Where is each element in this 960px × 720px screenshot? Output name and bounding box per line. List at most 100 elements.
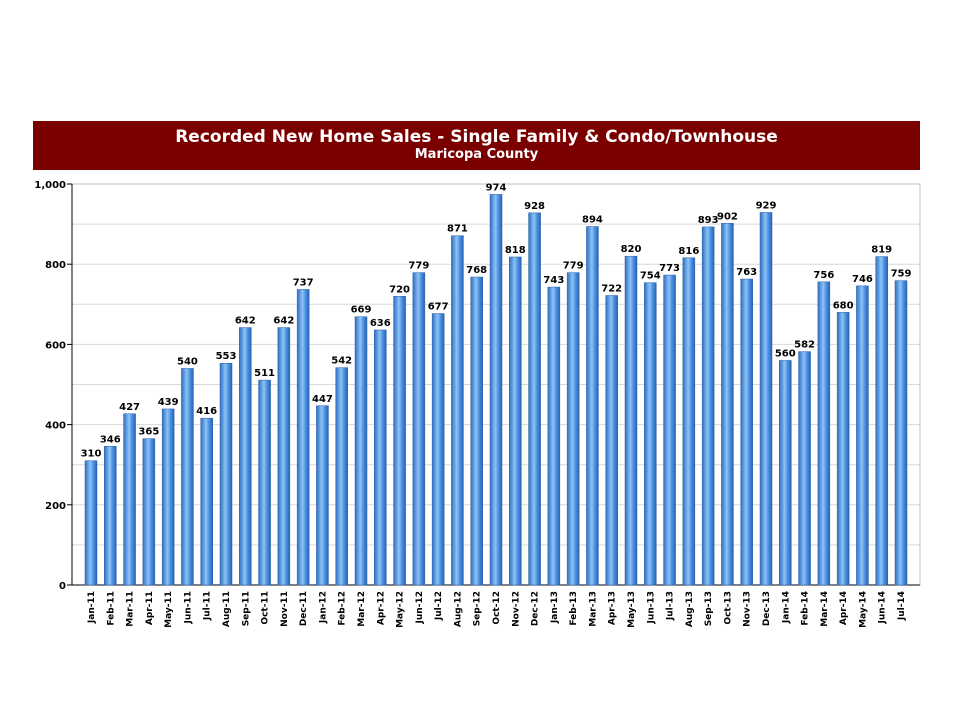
x-tick-label: Mar-13 <box>588 591 598 627</box>
x-tick-label: May-12 <box>396 591 406 628</box>
bar <box>701 226 715 586</box>
bar-value-label: 427 <box>119 402 140 413</box>
bar <box>721 223 734 586</box>
bar <box>181 368 194 586</box>
x-tick-label: Aug-12 <box>453 591 463 627</box>
bar-value-label: 560 <box>775 348 796 359</box>
bar-value-label: 894 <box>582 215 603 226</box>
chart-subtitle: Maricopa County <box>414 147 539 162</box>
bar <box>875 256 888 586</box>
data-labels: 310 346 427 365 439 540 416 553 642 511 642 737 447 5… <box>81 182 912 459</box>
bar <box>161 408 175 586</box>
x-tick-label: Apr-12 <box>376 591 386 625</box>
bar-value-label: 669 <box>351 305 372 316</box>
bar-value-label: 820 <box>621 244 642 255</box>
bar <box>856 285 869 586</box>
bar-value-label: 768 <box>466 265 487 276</box>
bar <box>740 278 753 586</box>
bar <box>759 212 773 586</box>
bar-value-label: 816 <box>678 246 699 257</box>
bar <box>451 235 464 586</box>
bar-value-label: 365 <box>138 427 159 438</box>
x-tick-label: Jan-13 <box>550 591 560 624</box>
x-tick-label: Apr-14 <box>839 591 849 625</box>
x-tick-label: Apr-11 <box>145 591 155 625</box>
bar <box>84 460 98 586</box>
bar-value-label: 439 <box>158 397 179 408</box>
x-tick-label: Sep-11 <box>241 591 251 626</box>
bar-value-label: 763 <box>736 267 757 278</box>
bar <box>296 289 310 586</box>
x-tick-label: Mar-11 <box>126 591 136 627</box>
x-tick-label: Dec-13 <box>762 591 772 626</box>
bar <box>663 274 676 586</box>
bar <box>470 276 483 586</box>
bar <box>798 351 811 586</box>
x-tick-label: Jul-13 <box>666 591 676 621</box>
bar <box>509 256 522 586</box>
x-tick-label: Apr-13 <box>608 591 618 625</box>
bar <box>354 316 368 586</box>
x-tick-label: Jul-11 <box>203 591 213 621</box>
x-tick-label: Sep-13 <box>704 591 714 626</box>
x-tick-label: Feb-12 <box>338 591 348 626</box>
y-tick-labels: 0 200 400 600 800 1,000 <box>34 180 66 592</box>
bars <box>84 194 908 586</box>
y-tick-label: 400 <box>45 421 66 432</box>
bar <box>489 194 503 586</box>
bar <box>393 296 406 586</box>
bar-value-label: 756 <box>813 270 834 281</box>
bar-value-label: 542 <box>331 356 352 367</box>
bar-value-label: 582 <box>794 340 815 351</box>
bar-value-label: 553 <box>216 351 237 362</box>
x-tick-label: Jan-11 <box>87 591 97 624</box>
bar-value-label: 680 <box>833 300 854 311</box>
x-tick-label: May-14 <box>858 591 868 628</box>
bar-value-label: 746 <box>852 274 873 285</box>
chart-title: Recorded New Home Sales - Single Family … <box>175 127 778 147</box>
x-tick-label: May-11 <box>164 591 174 628</box>
bar <box>624 255 638 586</box>
bar-value-label: 893 <box>698 215 719 226</box>
x-tick-label: Jan-14 <box>781 591 791 624</box>
x-tick-label: Jun-11 <box>183 591 193 624</box>
x-tick-label: Oct-12 <box>492 591 502 625</box>
bar <box>104 446 117 586</box>
bar-value-label: 636 <box>370 318 391 329</box>
x-tick-label: Nov-11 <box>280 591 290 627</box>
y-tick-label: 200 <box>45 501 66 512</box>
bar-value-label: 677 <box>428 302 449 313</box>
bar-value-label: 722 <box>601 283 622 294</box>
bar <box>836 312 850 586</box>
bar-value-label: 447 <box>312 394 333 405</box>
x-tick-label: Feb-13 <box>569 591 579 626</box>
bar <box>547 286 561 586</box>
x-tick-label: Feb-11 <box>106 591 116 626</box>
x-tick-label: Dec-11 <box>299 591 309 626</box>
bar-value-label: 818 <box>505 245 526 256</box>
bar-value-label: 720 <box>389 284 410 295</box>
bar <box>277 327 291 586</box>
bar <box>316 405 329 586</box>
x-tick-label: Nov-13 <box>743 591 753 627</box>
bar <box>682 257 696 586</box>
bar <box>605 295 618 586</box>
y-tick-label: 600 <box>45 340 66 351</box>
bar-value-label: 511 <box>254 368 275 379</box>
x-tick-label: Mar-14 <box>820 591 830 627</box>
x-tick-label: Jun-14 <box>878 591 888 624</box>
bar-value-label: 928 <box>524 201 545 212</box>
x-tick-label: Dec-12 <box>531 591 541 626</box>
bar-value-label: 819 <box>871 245 892 256</box>
bar <box>412 272 426 586</box>
bar <box>219 362 233 586</box>
x-tick-label: Jul-12 <box>434 591 444 621</box>
bar <box>566 272 580 586</box>
bar-value-label: 779 <box>563 261 584 272</box>
x-tick-label: Sep-12 <box>473 591 483 626</box>
x-tick-label: Jun-12 <box>415 591 425 624</box>
x-tick-label: Jan-12 <box>318 591 328 624</box>
x-tick-label: Oct-11 <box>261 591 271 625</box>
bar <box>123 413 136 586</box>
